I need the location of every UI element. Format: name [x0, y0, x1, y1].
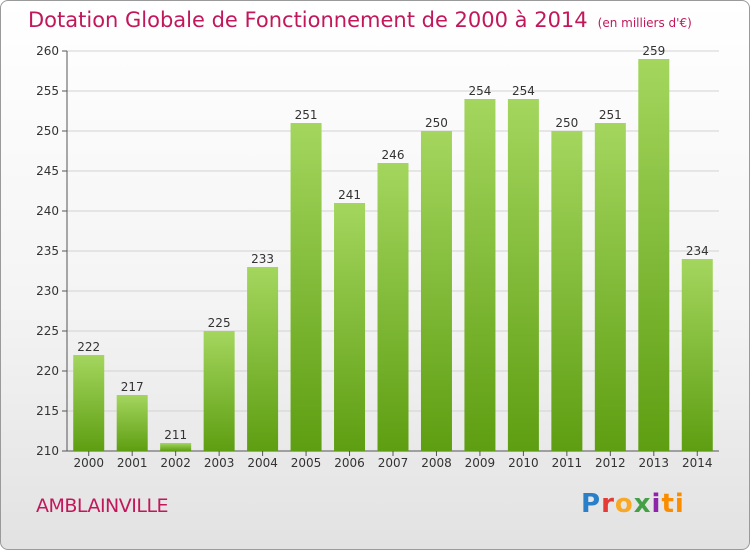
bar: [464, 99, 496, 451]
x-tick-label: 2013: [639, 456, 670, 470]
y-tick-label: 210: [36, 444, 59, 458]
data-label: 217: [121, 380, 144, 394]
y-tick-label: 225: [36, 324, 59, 338]
data-label: 251: [295, 108, 318, 122]
x-tick-label: 2008: [421, 456, 452, 470]
bar: [681, 259, 713, 451]
y-tick-label: 230: [36, 284, 59, 298]
data-label: 254: [468, 84, 491, 98]
logo-letter: t: [661, 489, 675, 519]
data-labels: 222 217 211 225 233 251 241 246 250 254 254 250 251 2…: [77, 44, 708, 442]
data-label: 225: [208, 316, 231, 330]
y-tick-label: 215: [36, 404, 59, 418]
y-tick-label: 220: [36, 364, 59, 378]
y-tick-label: 255: [36, 84, 59, 98]
logo-letter: r: [601, 489, 615, 519]
bar: [116, 395, 148, 451]
x-tick-label: 2003: [204, 456, 235, 470]
logo-letter: i: [651, 489, 662, 519]
bar: [334, 203, 366, 451]
x-tick-label: 2014: [682, 456, 713, 470]
x-tick-label: 2002: [160, 456, 191, 470]
x-tick-label: 2005: [291, 456, 322, 470]
data-label: 211: [164, 428, 187, 442]
bar: [377, 163, 409, 451]
y-tick-label: 240: [36, 204, 59, 218]
data-label: 250: [425, 116, 448, 130]
data-label: 259: [642, 44, 665, 58]
x-tick-label: 2010: [508, 456, 539, 470]
data-label: 246: [382, 148, 405, 162]
bar: [594, 123, 626, 451]
data-label: 234: [686, 244, 709, 258]
chart-title: Dotation Globale de Fonctionnement de 20…: [28, 8, 692, 32]
bar: [420, 131, 452, 451]
logo-letter: x: [633, 489, 652, 519]
x-tick-label: 2001: [117, 456, 148, 470]
x-tick-label: 2006: [334, 456, 365, 470]
place-name: AMBLAINVILLE: [36, 495, 169, 517]
data-label: 254: [512, 84, 535, 98]
x-tick-label: 2007: [378, 456, 409, 470]
x-axis-ticks: 2000 2001 2002 2003 2004 2005 2006 2007 2008 2009…: [73, 451, 713, 470]
x-tick-label: 2000: [73, 456, 104, 470]
logo-letter: i: [674, 489, 685, 519]
logo-letter: P: [581, 489, 602, 519]
y-tick-label: 260: [36, 44, 59, 58]
bar: [507, 99, 539, 451]
bar: [160, 443, 192, 451]
bar: [290, 123, 322, 451]
data-label: 241: [338, 188, 361, 202]
bar: [247, 267, 279, 451]
data-label: 233: [251, 252, 274, 266]
bar: [638, 59, 670, 451]
bar: [551, 131, 583, 451]
bars: [73, 59, 713, 451]
bar: [73, 355, 105, 451]
x-tick-label: 2011: [552, 456, 583, 470]
data-label: 251: [599, 108, 622, 122]
x-tick-label: 2004: [247, 456, 278, 470]
logo-letter: o: [614, 489, 634, 519]
chart-title-text: Dotation Globale de Fonctionnement de 20…: [28, 8, 588, 32]
data-label: 222: [77, 340, 100, 354]
x-tick-label: 2012: [595, 456, 626, 470]
bar: [203, 331, 235, 451]
proxiti-logo[interactable]: Proxiti: [581, 489, 685, 519]
data-label: 250: [555, 116, 578, 130]
unit-note: (en milliers d'€): [597, 16, 692, 30]
y-tick-label: 235: [36, 244, 59, 258]
y-tick-label: 245: [36, 164, 59, 178]
x-tick-label: 2009: [465, 456, 496, 470]
y-tick-label: 250: [36, 124, 59, 138]
